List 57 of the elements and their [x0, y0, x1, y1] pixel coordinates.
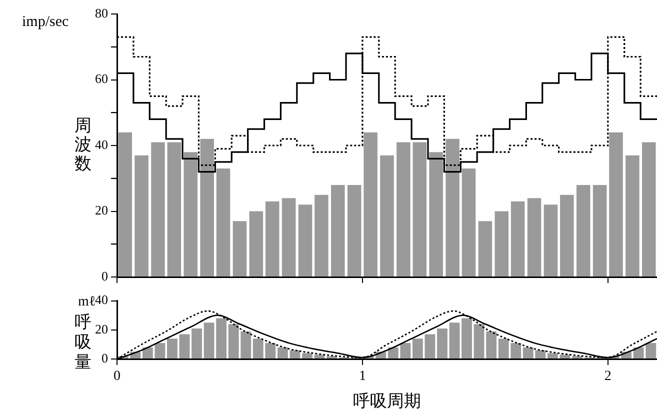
bar [265, 201, 280, 276]
bar [576, 184, 590, 276]
y-tick-label: 20 [95, 202, 108, 218]
bar [200, 138, 214, 276]
bar [544, 204, 558, 276]
x-tick-label: 1 [358, 369, 366, 384]
y-tick-label: 0 [102, 268, 108, 284]
bar [396, 142, 410, 276]
y-tick-label: 40 [95, 292, 108, 308]
bar [446, 138, 460, 276]
bar [314, 354, 325, 358]
bar [449, 322, 460, 358]
bar [642, 142, 656, 276]
bar [118, 132, 132, 276]
bar [331, 184, 345, 276]
y-axis-title: 周波数 [74, 116, 92, 173]
y-axis-title: 呼吸量 [74, 312, 92, 372]
bar [179, 334, 190, 358]
bar [298, 204, 312, 276]
y-tick-label: 80 [95, 5, 108, 20]
bar [462, 318, 472, 358]
bar [302, 353, 312, 358]
bar [592, 184, 607, 276]
y-tick-label: 40 [95, 136, 108, 152]
bar [609, 132, 623, 276]
bar [380, 155, 394, 276]
bar [134, 155, 148, 276]
bar [429, 152, 443, 276]
bar [167, 338, 178, 358]
bar [151, 142, 165, 276]
bar [510, 201, 525, 276]
bar [232, 221, 247, 276]
text: imp/sec [22, 14, 69, 30]
bar [192, 328, 202, 358]
bar [412, 142, 427, 276]
bar [314, 194, 328, 276]
bar [494, 211, 509, 276]
x-tick-label: 0 [114, 369, 120, 384]
x-tick-label: 2 [604, 369, 612, 384]
x-axis-title: 呼吸周期 [353, 391, 421, 410]
bar [364, 132, 378, 276]
bar [347, 184, 362, 276]
bar [626, 155, 640, 276]
bar [560, 194, 574, 276]
text: mℓ [78, 294, 96, 310]
bar [249, 211, 264, 276]
bar [527, 198, 542, 276]
y-tick-label: 0 [102, 350, 108, 366]
bar [478, 221, 492, 276]
bar [437, 328, 448, 358]
y-tick-label: 60 [95, 71, 108, 86]
bar [216, 168, 230, 276]
bar [282, 198, 296, 276]
bar [462, 168, 476, 276]
bar [184, 152, 198, 276]
y-tick-label: 20 [95, 321, 108, 336]
bar [167, 142, 182, 276]
